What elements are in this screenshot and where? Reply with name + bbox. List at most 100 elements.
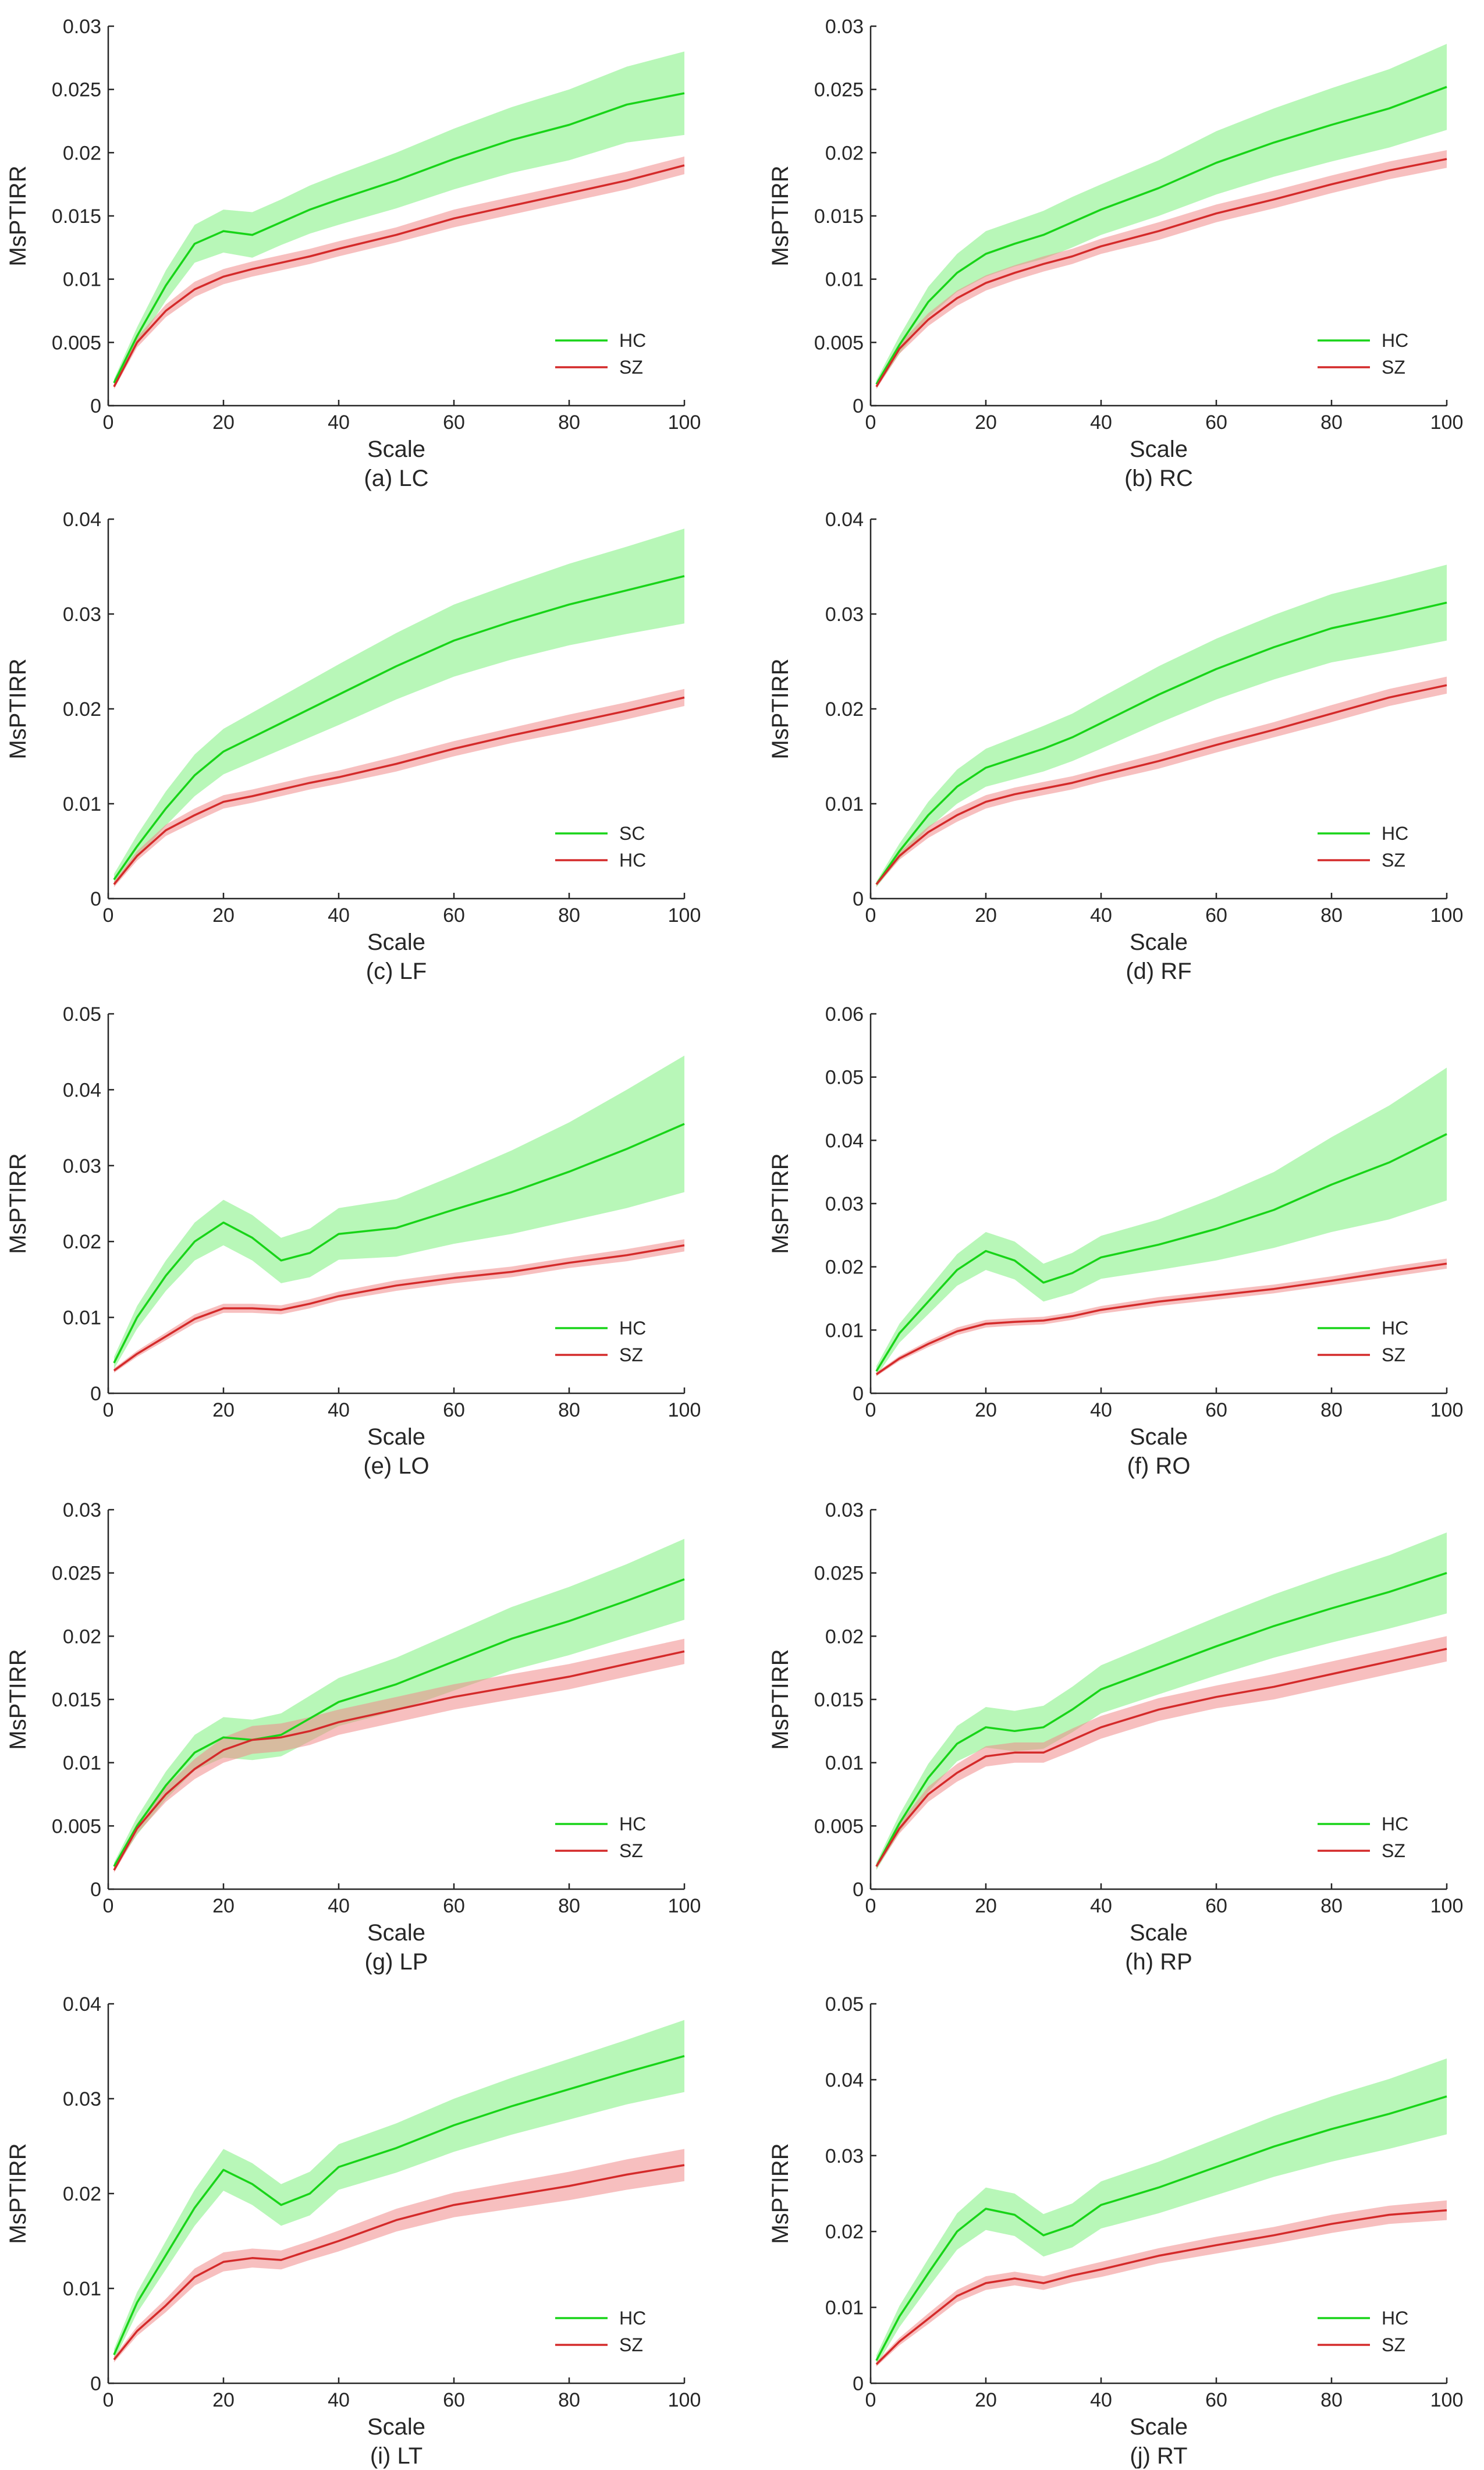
panel-caption: (g) LP	[365, 1949, 428, 1975]
x-tick-label: 80	[558, 2389, 580, 2411]
x-axis-title: Scale	[367, 2414, 425, 2440]
y-tick-label: 0.01	[825, 1319, 864, 1342]
x-tick-label: 40	[328, 2389, 350, 2411]
y-tick-label: 0.015	[814, 1689, 864, 1711]
y-tick-label: 0.05	[63, 1003, 101, 1025]
y-tick-label: 0.025	[52, 79, 101, 101]
y-tick-label: 0	[853, 395, 864, 417]
x-tick-label: 20	[975, 1895, 997, 1917]
series-line-1	[875, 601, 1447, 885]
y-tick-label: 0.025	[814, 1563, 864, 1585]
x-tick-label: 80	[558, 1895, 580, 1917]
y-tick-label: 0.02	[63, 142, 101, 164]
legend-label: SZ	[1382, 1344, 1405, 1365]
series-line-1	[113, 2055, 685, 2355]
x-tick-label: 80	[1320, 1895, 1343, 1917]
y-tick-label: 0.03	[63, 1155, 101, 1177]
y-tick-label: 0.03	[825, 16, 864, 38]
x-tick-label: 40	[328, 1895, 350, 1917]
legend: HC SZ	[1318, 330, 1408, 378]
y-tick-label: 0	[90, 1879, 101, 1901]
y-tick-label: 0.02	[825, 142, 864, 164]
panel-caption: (a) LC	[364, 466, 428, 491]
series-band-2	[876, 676, 1447, 886]
series-band-1	[113, 51, 684, 387]
y-tick-label: 0.04	[825, 509, 864, 531]
x-tick-label: 20	[212, 1895, 235, 1917]
x-tick-label: 20	[975, 2389, 997, 2411]
y-tick-label: 0	[90, 1383, 101, 1405]
y-tick-label: 0.01	[63, 2278, 101, 2300]
legend-label: HC	[1382, 2308, 1408, 2329]
legend-label: SZ	[1382, 357, 1405, 378]
series-line-2	[113, 2164, 685, 2361]
y-axis-title: MsPTIRR	[5, 658, 31, 759]
legend-label: SZ	[1382, 1840, 1405, 1861]
x-axis-title: Scale	[1130, 1424, 1188, 1450]
series-band-2	[113, 1239, 684, 1373]
y-tick-label: 0.01	[63, 1307, 101, 1329]
y-axis-title: MsPTIRR	[5, 1153, 31, 1254]
y-tick-label: 0.02	[63, 1626, 101, 1648]
legend: HC SZ	[555, 2308, 646, 2355]
panel-caption: (f) RO	[1127, 1453, 1191, 1479]
panel-caption: (h) RP	[1125, 1949, 1192, 1975]
series-line-1	[113, 1578, 685, 1867]
series-band-2	[113, 2149, 684, 2363]
legend: HC SZ	[1318, 1318, 1408, 1365]
y-tick-label: 0	[90, 2373, 101, 2395]
series-band-2	[876, 1258, 1447, 1376]
x-tick-label: 20	[975, 904, 997, 927]
x-tick-label: 20	[212, 1399, 235, 1421]
x-tick-label: 100	[668, 411, 701, 434]
y-tick-label: 0.01	[825, 1752, 864, 1775]
x-tick-label: 40	[1090, 904, 1112, 927]
y-tick-label: 0.01	[63, 269, 101, 291]
x-tick-label: 80	[1320, 1399, 1343, 1421]
x-tick-label: 100	[1430, 2389, 1464, 2411]
y-tick-label: 0.01	[63, 793, 101, 815]
y-tick-label: 0.02	[825, 1626, 864, 1648]
chart-panel-9: 0 20 40 60 80 100 0 0.01 0.02 0.03 0.04 Scale MsPTIR…	[5, 1993, 701, 2469]
x-tick-label: 40	[328, 411, 350, 434]
x-tick-label: 60	[443, 411, 465, 434]
legend-label: HC	[1382, 330, 1408, 351]
chart-panel-7: 0 20 40 60 80 100 0 0.005 0.01 0.015 0.02 0.025 0.03…	[5, 1499, 701, 1975]
legend-label: HC	[619, 850, 646, 871]
x-tick-label: 20	[975, 1399, 997, 1421]
y-tick-label: 0.03	[825, 604, 864, 626]
x-tick-label: 20	[975, 411, 997, 434]
series-line-2	[875, 1648, 1447, 1867]
y-tick-label: 0.01	[63, 1752, 101, 1775]
x-tick-label: 60	[443, 904, 465, 927]
legend-label: SC	[619, 823, 645, 844]
series-band-1	[876, 1067, 1447, 1376]
x-tick-label: 100	[668, 2389, 701, 2411]
y-axis-title: MsPTIRR	[768, 658, 793, 759]
chart-panel-1: 0 20 40 60 80 100 0 0.005 0.01 0.015 0.02 0.025 0.03…	[5, 16, 701, 491]
y-tick-label: 0.015	[814, 205, 864, 228]
legend: HC SZ	[555, 1318, 646, 1365]
y-tick-label: 0	[90, 888, 101, 910]
y-axis-title: MsPTIRR	[768, 2143, 793, 2244]
x-tick-label: 0	[103, 2389, 114, 2411]
legend-label: HC	[619, 330, 646, 351]
x-tick-label: 100	[668, 1399, 701, 1421]
y-tick-label: 0.03	[63, 16, 101, 38]
series-band-2	[113, 1638, 684, 1873]
y-axis-title: MsPTIRR	[768, 165, 793, 266]
x-axis-title: Scale	[367, 929, 425, 955]
x-tick-label: 0	[103, 1399, 114, 1421]
x-axis-title: Scale	[1130, 2414, 1188, 2440]
x-tick-label: 60	[1205, 411, 1227, 434]
x-tick-label: 100	[668, 904, 701, 927]
x-tick-label: 100	[1430, 411, 1464, 434]
x-axis-title: Scale	[367, 1424, 425, 1450]
panel-caption: (d) RF	[1126, 959, 1191, 984]
legend-label: HC	[619, 2308, 646, 2329]
x-tick-label: 40	[1090, 1399, 1112, 1421]
x-tick-label: 20	[212, 904, 235, 927]
legend: HC SZ	[555, 330, 646, 378]
